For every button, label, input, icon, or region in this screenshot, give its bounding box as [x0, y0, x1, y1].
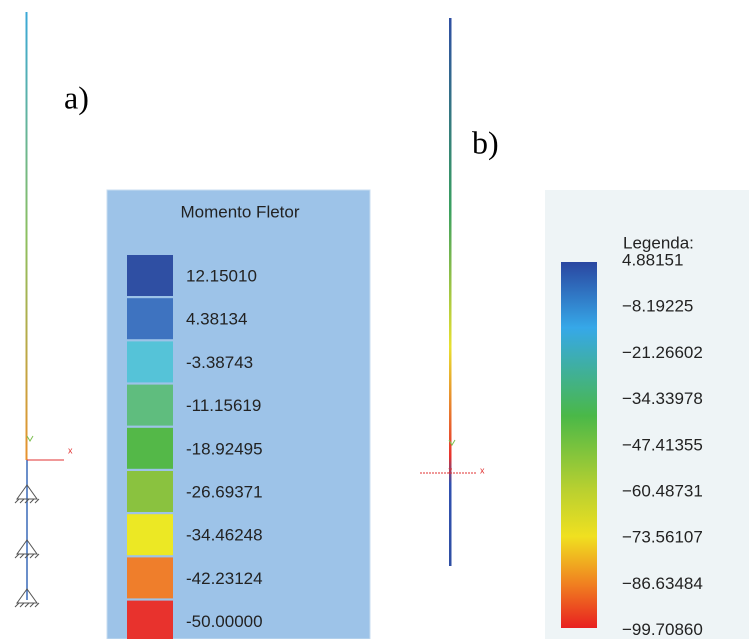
legend-entry: -18.92495: [186, 439, 263, 458]
legend-entry: −60.48731: [622, 481, 703, 500]
structure-b: [420, 18, 476, 566]
panel-label: b): [472, 124, 499, 160]
legend-swatch: [127, 298, 173, 340]
axis-label: z: [448, 465, 453, 475]
legend-title: Legenda:: [623, 233, 694, 252]
legend-entry: -11.15619: [186, 396, 261, 415]
legend-entry: -50.00000: [186, 612, 263, 631]
legend-entry: -26.69371: [186, 482, 263, 501]
panel-label: a): [64, 79, 89, 115]
color-bar: [561, 262, 597, 628]
legend-entry: 12.15010: [186, 266, 257, 285]
legend: Momento Fletor 12.15010 4.38134 -3.38743 -1…: [106, 189, 371, 639]
legend-swatch: [127, 514, 173, 556]
legend-swatch: [127, 557, 173, 599]
legend-title: Momento Fletor: [180, 202, 299, 221]
legend-entry: −73.56107: [622, 528, 703, 547]
axis-label: x: [68, 445, 73, 455]
legend-swatch: [127, 427, 173, 469]
legend-entry: −47.41355: [622, 435, 703, 454]
legend-entry: 4.88151: [622, 250, 683, 269]
legend-swatch: [127, 341, 173, 383]
legend-swatch: [127, 255, 173, 296]
legend-swatch: [127, 384, 173, 426]
legend-entry: -3.38743: [186, 353, 253, 372]
legend-entry: −8.19225: [622, 297, 693, 316]
legend-entry: -42.23124: [186, 569, 263, 588]
legend-entry: −86.63484: [622, 574, 703, 593]
structure-a: [14, 12, 64, 608]
axis-label: x: [480, 465, 485, 475]
legend-entry: 4.38134: [186, 310, 247, 329]
legend: Legenda: 4.88151 −8.19225 −21.26602 −34.339…: [545, 190, 749, 639]
legend-entry: −21.26602: [622, 343, 703, 362]
legend-swatch: [127, 600, 173, 639]
legend-entry: −99.70860: [622, 620, 703, 639]
legend-entry: -34.46248: [186, 526, 263, 545]
legend-entry: −34.33978: [622, 389, 703, 408]
legend-swatch: [127, 471, 173, 512]
